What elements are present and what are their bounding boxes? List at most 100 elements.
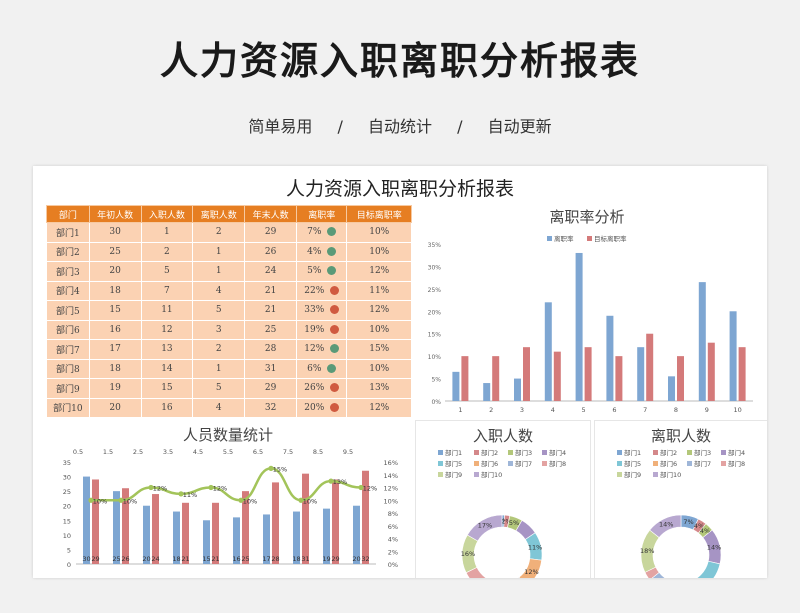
bar-label: 24 [151, 555, 159, 563]
cell-target-value: 13% [369, 383, 390, 394]
cell-target-value: 12% [369, 266, 390, 277]
y-tick-label: 0% [431, 399, 441, 406]
cell-in-value: 12 [161, 324, 173, 335]
bar-end [152, 494, 159, 564]
cell-end-value: 32 [264, 402, 277, 413]
line-point [328, 478, 334, 484]
legend-label: 部门10 [660, 470, 681, 479]
legend-swatch [542, 461, 547, 466]
cell-end: 32 [244, 397, 298, 418]
leave-donut-title: 离职人数 [650, 427, 711, 445]
col-header: 入职人数 [140, 205, 194, 223]
cell-dept: 部门4 [46, 280, 90, 301]
legend-label: 部门2 [660, 448, 677, 457]
cell-start: 30 [88, 222, 142, 243]
line-label: 12% [153, 485, 167, 493]
hire-donut-panel: 入职人数 部门1 部门2 部门3 部门4 部门5 部门6 部门7 部门8 部门9 部门10 1% 2%… [415, 420, 591, 578]
bar-rate [452, 371, 460, 401]
cell-out: 1 [192, 261, 246, 282]
report-sheet: 人力资源入职离职分析报表 部门 年初人数 入职人数 离职人数 年末人数 离职率 目标离职率 … [33, 166, 767, 578]
cell-rate: 20% [296, 397, 348, 418]
x-tick-label: 6 [612, 406, 616, 414]
cell-dept: 部门10 [46, 397, 90, 418]
x-top-tick: 5.5 [223, 448, 233, 456]
cell-dept-value: 部门5 [55, 306, 80, 317]
y-tick-right: 0% [388, 561, 398, 569]
cell-end-value: 25 [264, 324, 277, 335]
slice-label: 1% [498, 517, 508, 525]
cell-end-value: 21 [264, 285, 277, 296]
cell-target-value: 10% [369, 246, 390, 257]
status-dot [330, 324, 340, 334]
cell-out-value: 1 [215, 266, 222, 277]
bar-label: 21 [181, 555, 189, 563]
bar-end [362, 470, 369, 564]
bar-rate [698, 282, 706, 401]
x-top-tick: 4.5 [193, 448, 203, 456]
cell-rate: 12% [296, 339, 348, 360]
legend-swatch [508, 461, 513, 466]
cell-start-value: 18 [109, 285, 121, 296]
cell-rate-value: 20% [304, 402, 325, 413]
cell-dept-value: 部门2 [55, 248, 80, 259]
x-tick-label: 2 [489, 406, 493, 414]
line-point [118, 497, 124, 503]
tag-sep: / [337, 117, 343, 136]
line-point [358, 484, 364, 491]
bar-label: 25 [241, 555, 249, 563]
cell-out-value: 4 [215, 402, 222, 413]
y-tick-label: 25% [428, 287, 442, 294]
legend-swatch [721, 450, 726, 455]
cell-end-value: 26 [264, 246, 277, 257]
cell-target: 10% [346, 358, 412, 379]
table-row: 部门1 30 1 2 29 7% 10% [46, 222, 412, 243]
cell-target: 10% [346, 241, 412, 262]
cell-rate-value: 22% [304, 285, 325, 296]
y-tick-label: 20% [428, 309, 442, 316]
cell-end: 29 [244, 378, 298, 399]
legend-swatch [474, 461, 479, 466]
cell-out: 1 [192, 241, 246, 262]
x-tick-label: 7 [643, 406, 647, 414]
cell-in-value: 5 [164, 266, 170, 277]
cell-target-value: 10% [369, 227, 390, 238]
cell-rate: 26% [296, 378, 348, 399]
bar-label: 15 [202, 555, 210, 563]
cell-out-value: 1 [215, 246, 222, 257]
legend-label: 部门10 [481, 470, 502, 479]
legend-label: 部门9 [624, 470, 641, 479]
bar-start [83, 476, 90, 564]
headcount-chart-title: 人员数量统计 [182, 426, 273, 444]
bar-rate [637, 347, 645, 401]
cell-rate: 7% [296, 222, 348, 243]
legend-swatch [474, 472, 479, 477]
cell-dept: 部门6 [46, 319, 90, 340]
cell-out: 2 [192, 222, 246, 243]
y-tick-label: 10% [428, 354, 442, 361]
bar-label: 26 [121, 555, 129, 563]
x-top-tick: 1.5 [103, 448, 113, 456]
cell-out: 2 [192, 339, 246, 360]
cell-dept: 部门7 [46, 339, 90, 360]
legend-label: 部门6 [660, 459, 677, 468]
bar-label: 17 [262, 555, 270, 563]
table-row: 部门10 20 16 4 32 20% 12% [46, 397, 412, 418]
y-tick-left: 35 [63, 459, 71, 467]
y-tick-left: 5 [67, 546, 71, 554]
cell-in: 5 [140, 261, 194, 282]
cell-rate-value: 7% [307, 227, 322, 238]
y-tick-label: 15% [428, 332, 442, 339]
slice-label: 5% [509, 519, 519, 527]
bar-end [92, 479, 99, 564]
cell-end-value: 29 [264, 227, 277, 238]
legend-label: 部门7 [694, 459, 711, 468]
table-row: 部门5 15 11 5 21 33% 12% [46, 300, 412, 321]
cell-end: 24 [244, 261, 298, 282]
cell-end-value: 24 [264, 266, 277, 277]
cell-in: 11 [140, 300, 194, 321]
bar-label: 25 [112, 555, 120, 563]
cell-in: 2 [140, 241, 194, 262]
cell-target-value: 10% [369, 363, 390, 374]
bar-start [323, 508, 330, 564]
bar-label: 18 [172, 555, 180, 563]
